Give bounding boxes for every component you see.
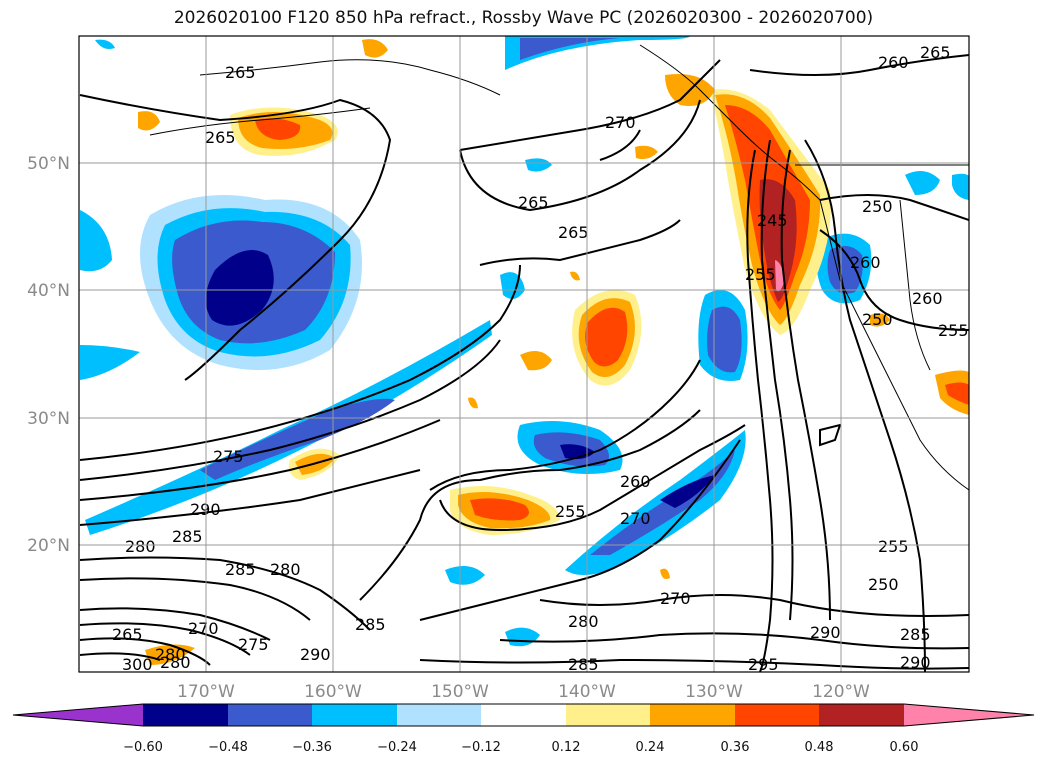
contour-label: 255 — [555, 502, 586, 521]
contour-label: 260 — [620, 472, 651, 491]
contour-label: 265 — [205, 128, 236, 147]
neg-anomaly-west-edge — [80, 210, 112, 272]
map-title: 2026020100 F120 850 hPa refract., Rossby… — [173, 8, 874, 28]
contour-labels: 265 265 270 265 265 260 265 250 245 255 … — [112, 43, 969, 674]
lat-label: 50°N — [27, 154, 70, 174]
lon-label: 120°W — [812, 682, 870, 702]
colorbar-tick-label: −0.24 — [377, 740, 417, 755]
colorbar-outline — [12, 703, 1035, 727]
colorbar-segment — [735, 704, 819, 726]
lat-label: 40°N — [27, 281, 70, 301]
colorbar-segment — [819, 704, 904, 726]
colorbar-tick-label: −0.60 — [123, 740, 163, 755]
lat-labels: 50°N 40°N 30°N 20°N — [27, 154, 70, 556]
lon-label: 170°W — [177, 682, 235, 702]
contour-label: 290 — [300, 645, 331, 664]
contour-label: 245 — [757, 211, 788, 230]
contour-label: 275 — [238, 635, 269, 654]
coastlines — [149, 44, 969, 491]
shaded-anomalies — [80, 36, 969, 665]
contour-label: 300 — [122, 655, 153, 674]
colorbar-tick-label: 0.36 — [721, 740, 750, 755]
contour-label: 255 — [938, 321, 969, 340]
contour-label: 290 — [810, 623, 841, 642]
colorbar-tick-label: 0.60 — [890, 740, 919, 755]
contour-label: 260 — [850, 253, 881, 272]
contour-label: 280 — [270, 560, 301, 579]
colorbar-tick-label: −0.48 — [208, 740, 248, 755]
neg-band-east — [565, 430, 746, 575]
contour-label: 250 — [862, 197, 893, 216]
colorbar-segment — [312, 704, 397, 726]
contour-label: 280 — [568, 612, 599, 631]
contour-label: 270 — [188, 619, 219, 638]
contour-label: 260 — [912, 289, 943, 308]
lat-label: 30°N — [27, 409, 70, 429]
colorbar-segment — [904, 704, 1034, 726]
lon-labels: 170°W 160°W 150°W 140°W 130°W 120°W — [177, 682, 870, 702]
contour-label: 265 — [225, 63, 256, 82]
contour-lines — [79, 54, 969, 672]
colorbar-tick-label: 0.24 — [636, 740, 665, 755]
contour-label: 250 — [868, 575, 899, 594]
colorbar-tick-label: −0.36 — [292, 740, 332, 755]
contour-label: 270 — [620, 509, 651, 528]
contour-label: 280 — [155, 645, 186, 664]
lat-label: 20°N — [27, 536, 70, 556]
contour-label: 270 — [605, 113, 636, 132]
contour-label: 290 — [900, 653, 931, 672]
colorbar-segment — [481, 704, 566, 726]
contour-label: 285 — [900, 625, 931, 644]
contour-label: 270 — [660, 589, 691, 608]
gridlines — [79, 36, 969, 672]
contour-label: 255 — [745, 265, 776, 284]
contour-label: 285 — [568, 655, 599, 674]
lon-label: 160°W — [304, 682, 362, 702]
contour-label: 255 — [878, 537, 909, 556]
neg-anomaly-west-max — [205, 250, 274, 326]
colorbar-tick-label: −0.12 — [461, 740, 501, 755]
colorbar-segment — [143, 704, 228, 726]
colorbar-tick-label: 0.48 — [805, 740, 834, 755]
contour-label: 285 — [225, 560, 256, 579]
colorbar-segment — [13, 704, 143, 726]
lon-label: 130°W — [685, 682, 743, 702]
contour-label: 280 — [125, 537, 156, 556]
contour-label: 265 — [920, 43, 951, 62]
colorbar-segment — [566, 704, 650, 726]
colorbar-tick-label: 0.12 — [552, 740, 581, 755]
colorbar-segment — [397, 704, 481, 726]
lon-label: 150°W — [431, 682, 489, 702]
colorbar-segment — [228, 704, 312, 726]
contour-label: 295 — [748, 655, 779, 674]
colorbar — [12, 703, 1035, 727]
contour-label: 280 — [160, 653, 191, 672]
lon-label: 140°W — [558, 682, 616, 702]
contour-label: 285 — [355, 615, 386, 634]
colorbar-ticks: −0.60 −0.48 −0.36 −0.24 −0.12 0.12 0.24 … — [123, 740, 918, 755]
neg-band-subtropical — [85, 320, 492, 535]
map-frame — [78, 35, 970, 673]
contour-label: 265 — [112, 625, 143, 644]
contour-label: 265 — [558, 223, 589, 242]
colorbar-segment — [650, 704, 735, 726]
contour-label: 285 — [172, 527, 203, 546]
contour-label: 250 — [862, 310, 893, 329]
contour-label: 275 — [213, 447, 244, 466]
contour-label: 290 — [190, 500, 221, 519]
contour-label: 260 — [878, 53, 909, 72]
contour-label: 265 — [518, 193, 549, 212]
